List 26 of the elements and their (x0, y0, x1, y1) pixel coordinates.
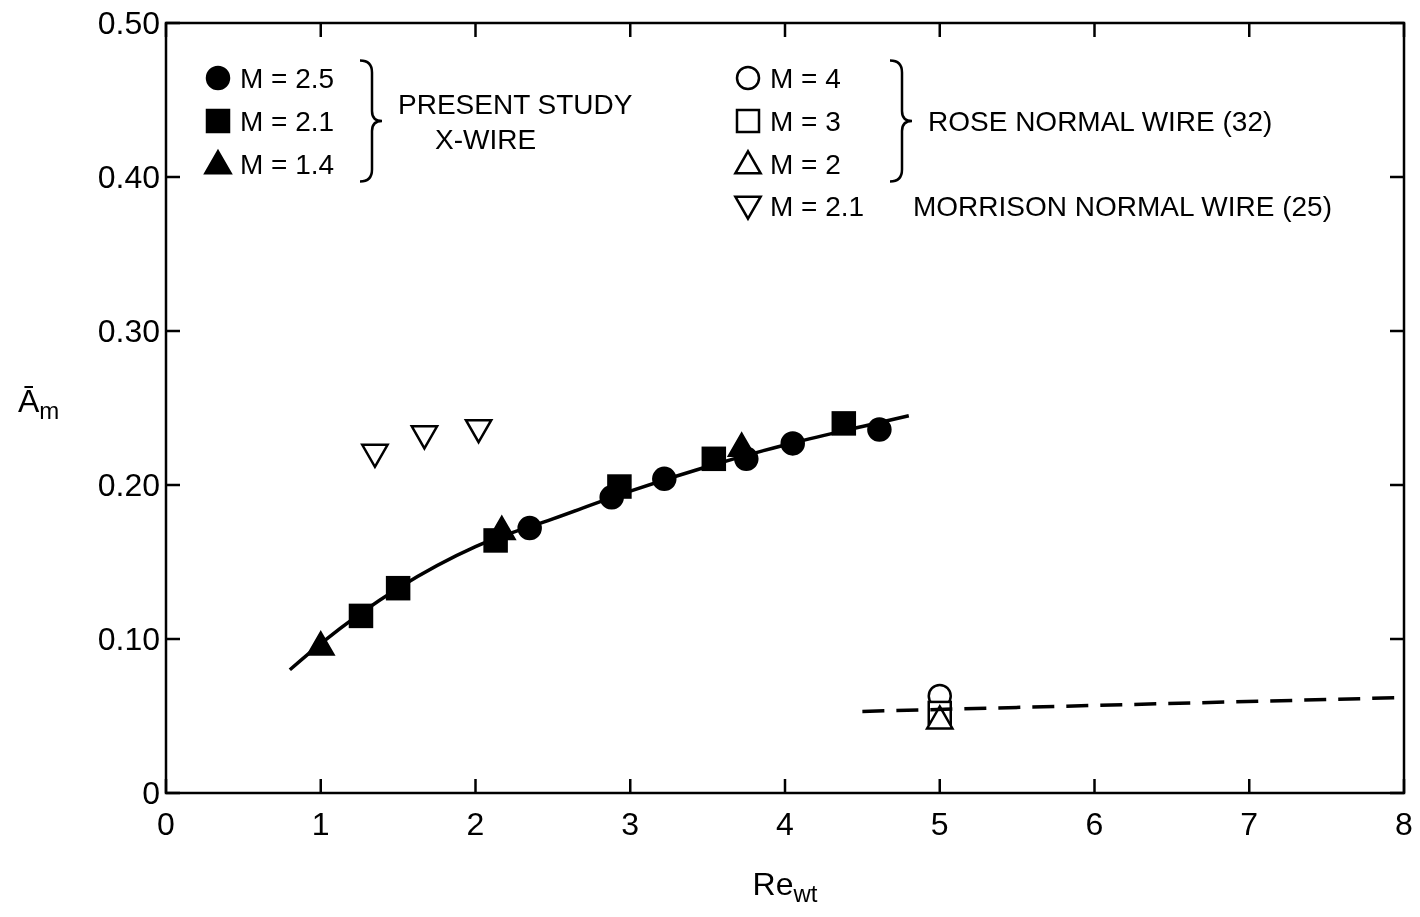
x-tick-label: 1 (311, 806, 330, 842)
legend-label: M = 2.1 (770, 191, 865, 223)
legend-label: M = 2.5 (240, 63, 335, 95)
legend-label: M = 1.4 (240, 149, 335, 181)
x-tick-label: 6 (1085, 806, 1104, 842)
annotation: PRESENT STUDY X-WIRE (398, 89, 633, 156)
x-tick-label: 7 (1240, 806, 1259, 842)
x-tick-label: 4 (776, 806, 794, 842)
y-tick-label: 0 (142, 775, 160, 812)
y-tick-label: 0.40 (97, 159, 160, 196)
legend-label: M = 4 (770, 63, 841, 95)
legend-label: M = 2 (770, 149, 841, 181)
y-tick-label: 0.10 (97, 621, 160, 658)
y-axis-title: Ā$_{m}$ (18, 383, 60, 425)
annotation: MORRISON NORMAL WIRE (25) (913, 191, 1332, 223)
x-axis-title: Re$_{wt}$ (752, 866, 818, 908)
y-tick-label: 0.20 (97, 467, 160, 504)
y-tick-label: 0.30 (97, 313, 160, 350)
y-tick-label: 0.50 (97, 5, 160, 42)
x-tick-label: 5 (930, 806, 949, 842)
legend-label: M = 2.1 (240, 106, 335, 138)
x-tick-label: 8 (1395, 806, 1413, 842)
x-tick-label: 3 (621, 806, 640, 842)
annotation: ROSE NORMAL WIRE (32) (928, 106, 1273, 138)
x-tick-label: 2 (466, 806, 485, 842)
legend-label: M = 3 (770, 106, 841, 138)
